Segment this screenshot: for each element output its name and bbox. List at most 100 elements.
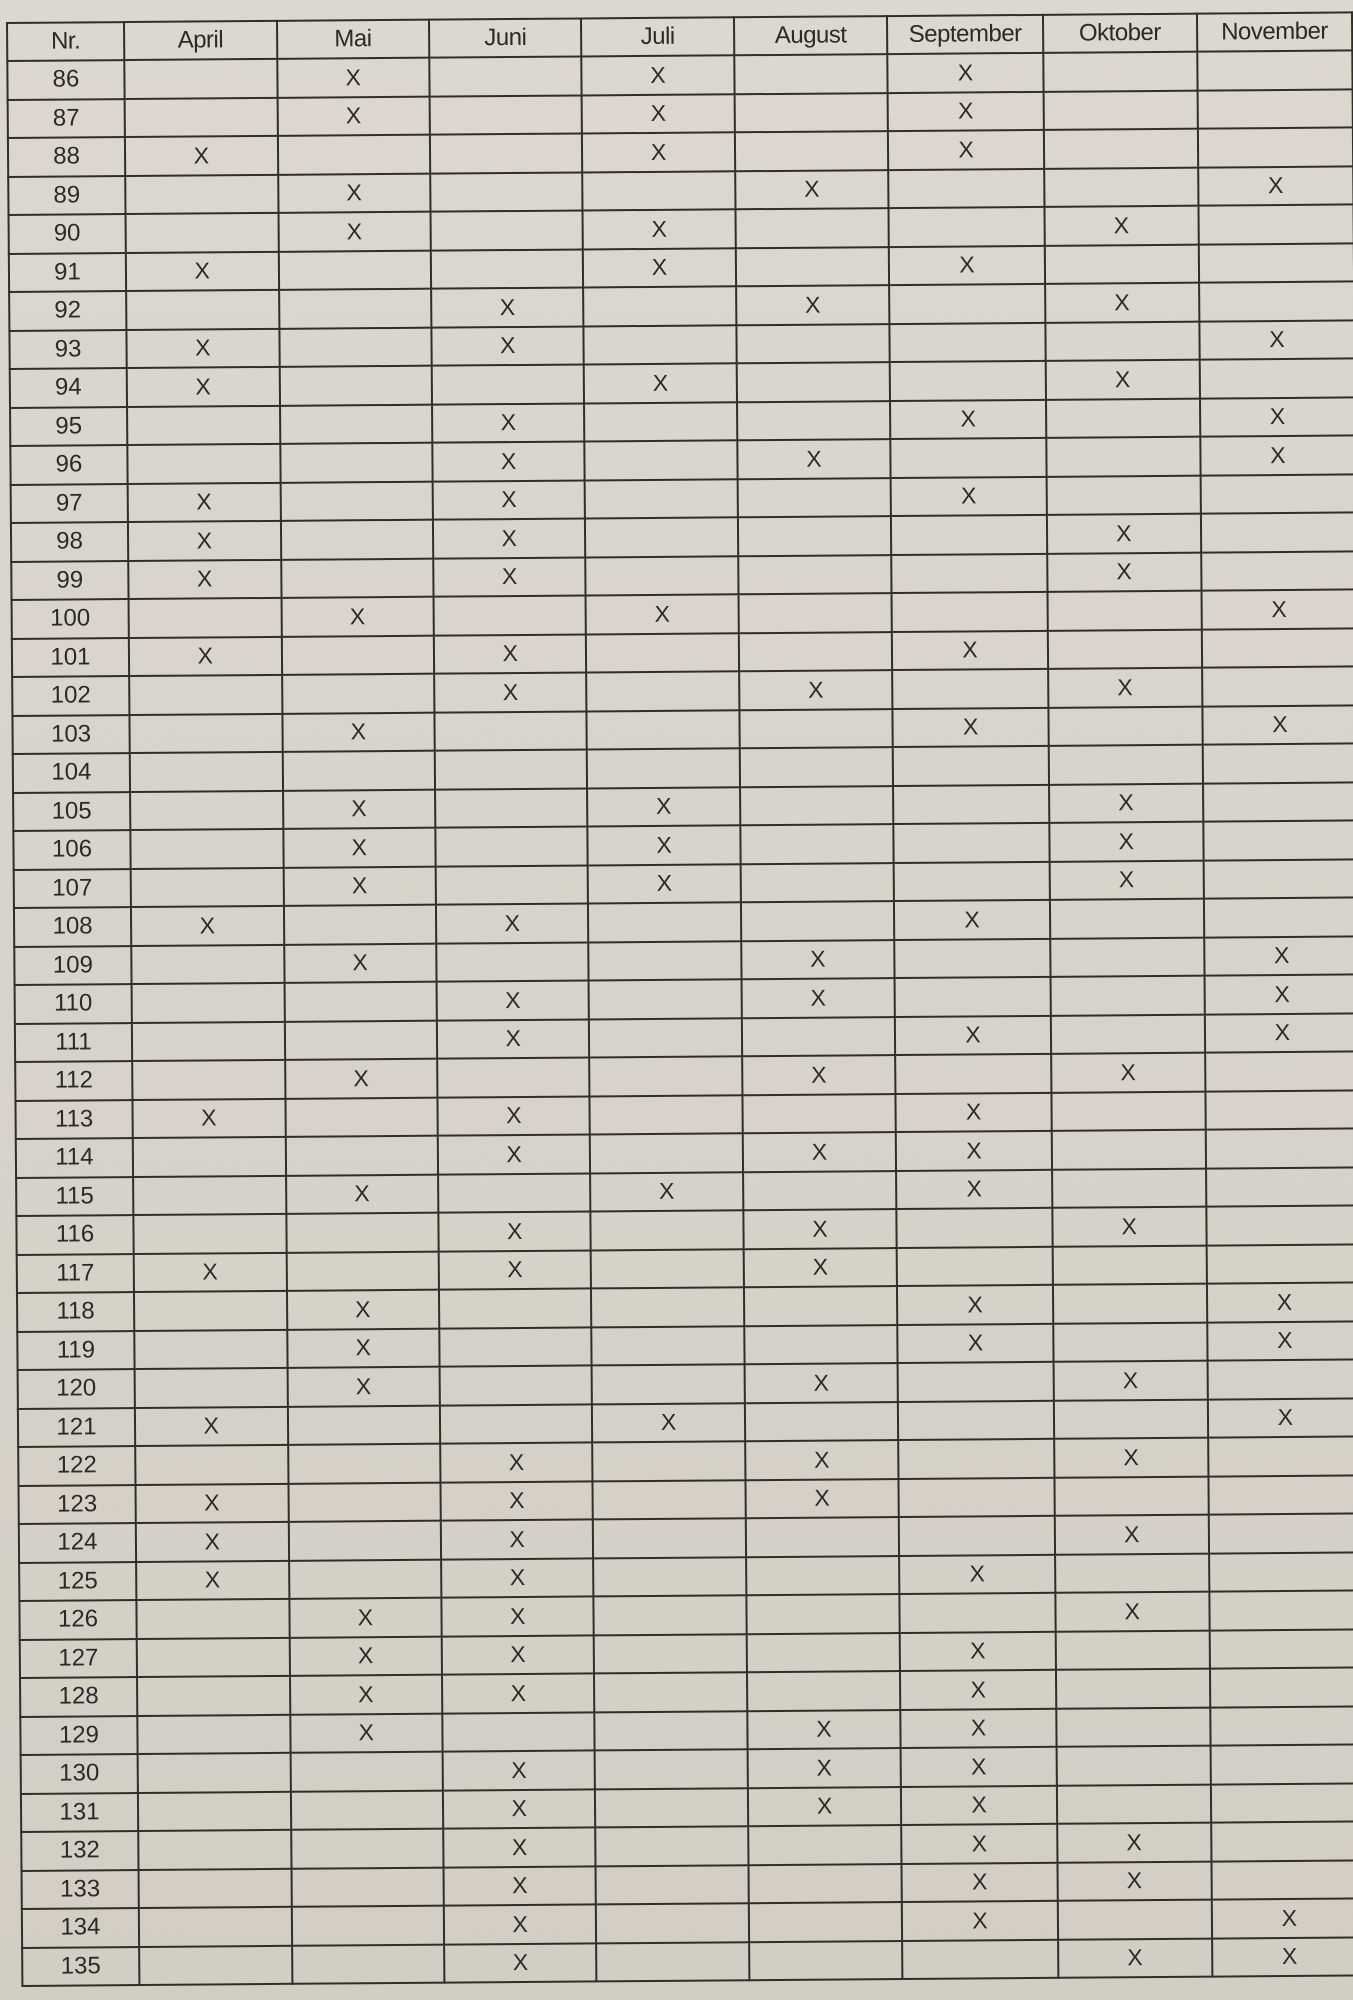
mark-cell-september xyxy=(890,360,1046,401)
mark-cell-september xyxy=(895,1053,1052,1094)
mark-cell-april xyxy=(124,58,278,99)
mark-cell-november: X xyxy=(1204,935,1353,976)
mark-cell-august xyxy=(740,862,895,903)
mark-cell-april xyxy=(138,1906,292,1947)
mark-cell-april xyxy=(135,1444,289,1485)
mark-cell-august: X xyxy=(738,670,893,710)
mark-cell-august xyxy=(746,1594,901,1634)
mark-cell-juli xyxy=(590,1133,743,1173)
mark-cell-juli xyxy=(592,1364,745,1404)
mark-cell-november xyxy=(1198,242,1353,283)
mark-cell-juli xyxy=(583,286,737,326)
mark-cell-november: X xyxy=(1199,319,1353,360)
mark-cell-september xyxy=(894,938,1051,979)
mark-cell-september: X xyxy=(895,1092,1052,1133)
mark-cell-mai xyxy=(279,365,432,406)
mark-cell-september: X xyxy=(889,245,1045,286)
mark-cell-april xyxy=(133,1290,287,1331)
mark-cell-april xyxy=(137,1752,291,1793)
mark-cell-august xyxy=(748,1863,903,1904)
mark-cell-november xyxy=(1206,1243,1353,1284)
mark-cell-april xyxy=(132,1175,286,1216)
mark-cell-august xyxy=(737,516,892,556)
mark-cell-september: X xyxy=(892,630,1048,671)
mark-cell-august xyxy=(748,1902,903,1942)
row-number-cell: 116 xyxy=(16,1215,134,1255)
mark-cell-juni: X xyxy=(443,1904,597,1945)
mark-cell-oktober xyxy=(1045,321,1200,361)
mark-cell-mai xyxy=(281,673,435,714)
mark-cell-november xyxy=(1204,1051,1353,1092)
mark-cell-juli xyxy=(589,979,742,1019)
table-body: 86 X X X 87 X X X 88 X X X 89 X X X 90 X X X 91 X X X 92 X X X 93 X X X… xyxy=(7,50,1353,1986)
mark-cell-juli xyxy=(593,1556,747,1597)
mark-cell-august xyxy=(742,1170,897,1211)
mark-cell-juli xyxy=(591,1325,745,1366)
row-number-cell: 89 xyxy=(8,175,126,215)
row-number-cell: 106 xyxy=(13,830,131,870)
mark-cell-mai: X xyxy=(286,1328,440,1368)
row-number-cell: 120 xyxy=(17,1369,135,1409)
mark-cell-september: X xyxy=(900,1708,1057,1749)
mark-cell-juni xyxy=(434,710,588,751)
mark-cell-april: X xyxy=(127,520,281,561)
mark-cell-juni: X xyxy=(434,672,587,713)
mark-cell-oktober xyxy=(1056,1745,1211,1786)
mark-cell-oktober: X xyxy=(1054,1514,1209,1555)
mark-cell-april: X xyxy=(124,135,278,176)
row-number-cell: 107 xyxy=(13,868,131,908)
row-number-cell: 98 xyxy=(10,522,129,562)
mark-cell-oktober xyxy=(1051,1129,1206,1170)
mark-cell-juni: X xyxy=(441,1634,595,1675)
mark-cell-mai: X xyxy=(286,1289,440,1330)
mark-cell-oktober xyxy=(1053,1399,1208,1439)
mark-cell-april: X xyxy=(135,1521,289,1562)
mark-cell-juli xyxy=(591,1287,744,1327)
mark-cell-oktober xyxy=(1055,1668,1211,1709)
mark-cell-august xyxy=(738,631,893,672)
mark-cell-november xyxy=(1201,550,1353,591)
mark-cell-august xyxy=(740,824,895,864)
mark-cell-oktober: X xyxy=(1050,1052,1206,1093)
mark-cell-juni xyxy=(429,56,583,97)
row-number-cell: 101 xyxy=(11,637,130,677)
mark-cell-april xyxy=(126,405,280,446)
mark-cell-september xyxy=(897,1246,1053,1287)
row-number-cell: 130 xyxy=(20,1754,138,1794)
mark-cell-august xyxy=(748,1940,903,1981)
mark-cell-august xyxy=(737,477,892,518)
mark-cell-august xyxy=(735,208,890,248)
mark-cell-mai xyxy=(290,1790,444,1830)
mark-cell-mai xyxy=(287,1405,441,1445)
mark-cell-juli xyxy=(582,170,736,211)
mark-cell-august xyxy=(745,1555,900,1596)
mark-cell-april: X xyxy=(130,905,284,946)
mark-cell-april xyxy=(129,751,283,792)
mark-cell-november xyxy=(1205,1128,1353,1169)
mark-cell-juni xyxy=(439,1326,593,1367)
mark-cell-oktober: X xyxy=(1053,1437,1209,1478)
mark-cell-september: X xyxy=(899,1554,1056,1595)
mark-cell-november xyxy=(1198,281,1353,322)
mark-cell-juni: X xyxy=(436,1018,590,1059)
mark-cell-juli xyxy=(589,1056,743,1096)
mark-cell-mai xyxy=(290,1828,444,1869)
mark-cell-august: X xyxy=(741,1055,896,1095)
mark-cell-juli xyxy=(586,671,740,711)
mark-cell-juni: X xyxy=(440,1442,593,1483)
column-header-november: November xyxy=(1196,12,1353,52)
mark-cell-mai: X xyxy=(282,789,436,829)
mark-cell-oktober: X xyxy=(1049,860,1204,900)
mark-cell-oktober xyxy=(1044,244,1199,284)
mark-cell-november xyxy=(1208,1474,1353,1515)
mark-cell-april: X xyxy=(128,636,282,677)
mark-cell-september: X xyxy=(894,899,1050,940)
mark-cell-juli xyxy=(587,748,740,788)
mark-cell-juli xyxy=(590,1210,744,1250)
row-number-cell: 128 xyxy=(20,1677,138,1717)
mark-cell-april xyxy=(138,1829,292,1870)
row-number-cell: 124 xyxy=(18,1523,137,1563)
row-number-cell: 103 xyxy=(12,714,130,754)
mark-cell-oktober xyxy=(1050,975,1205,1016)
row-number-cell: 97 xyxy=(10,483,128,523)
